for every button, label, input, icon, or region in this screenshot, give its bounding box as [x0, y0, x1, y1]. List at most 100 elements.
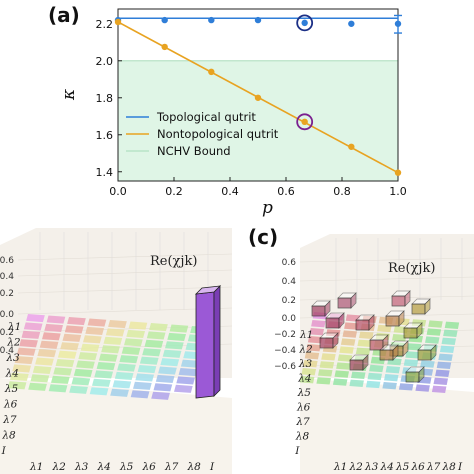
legend-label-nchv: NCHV Bound: [157, 144, 231, 158]
panel-a: (a) 0.0 0.2 0.4 0.6 0.8 1.0 1.4 1.6 1.8 2.0 2.2 p…: [48, 3, 407, 218]
bar-front: [405, 371, 420, 383]
bar-tile: [85, 326, 105, 336]
bar-tile: [39, 340, 59, 349]
col-labels: λ1 λ2 λ3 λ4 λ5 λ6 λ7 λ8 I: [29, 461, 215, 473]
col-label: I: [457, 461, 463, 473]
bar-tile: [46, 315, 66, 324]
bar-tile: [311, 320, 326, 328]
legend-label-topological: Topological qutrit: [156, 110, 256, 124]
bar-tile: [382, 382, 397, 390]
row-label: λ7: [295, 416, 310, 428]
bar-tile: [55, 359, 75, 368]
nontopological-point: [254, 94, 262, 101]
bar-tile: [37, 349, 57, 358]
grid-line: [17, 269, 233, 277]
col-label: I: [209, 461, 215, 473]
bar-tile: [365, 380, 381, 389]
bar-tile: [144, 339, 164, 348]
bar-tile: [405, 351, 420, 359]
bar-top: [385, 310, 405, 317]
nchv-bound-region: [118, 60, 398, 182]
bar-tile: [105, 328, 125, 337]
bar-tile: [398, 383, 414, 391]
bar-tile: [94, 370, 114, 379]
col-label: λ1: [29, 461, 43, 473]
x-tick-label: 0.0: [109, 185, 127, 198]
bar-top: [325, 312, 345, 319]
row-label: λ8: [1, 430, 16, 442]
y-tick-label: 1.8: [96, 92, 114, 105]
highlight-ring-topological: [296, 14, 314, 32]
bar-tile: [344, 322, 359, 330]
bar-tile: [444, 321, 460, 329]
z-tick-label: −0.6: [274, 362, 296, 372]
bar-tile: [355, 347, 371, 355]
bar-tile: [318, 369, 333, 377]
x-tick-label: 0.4: [221, 185, 239, 198]
bar-tile: [51, 375, 70, 384]
x-tick-label: 0.8: [333, 185, 351, 198]
row-labels: λ1 λ2 λ3 λ4 λ5 λ6 λ7 λ8 I: [1, 321, 22, 457]
bar-side: [362, 354, 369, 371]
plot-frame: [117, 8, 399, 182]
z-tick-label: 0.6: [0, 256, 14, 266]
z-tick-label: 0.6: [282, 258, 297, 268]
bar-tile: [112, 380, 132, 389]
bar-tile: [87, 318, 107, 327]
legend-label-nontopological: Nontopological qutrit: [157, 127, 279, 141]
z-tick-label: −0.2: [274, 330, 296, 340]
bar-tile: [110, 388, 129, 397]
bar-tile: [435, 369, 450, 377]
col-label: λ2: [52, 461, 67, 473]
col-label: λ8: [442, 461, 457, 473]
bar-side: [350, 292, 357, 309]
panel-c-3d-bar-chart: (c) 0.60.40.20.0−0.2−0.4−0.6 Re(χjk) λ1λ…: [248, 225, 474, 474]
bar-tile: [142, 348, 161, 357]
bar-tile: [32, 365, 52, 375]
bar-tile: [67, 317, 86, 326]
bar-tile: [83, 335, 102, 344]
bar-tile: [340, 338, 356, 346]
bar-tile: [80, 343, 100, 352]
topological-point: [254, 16, 262, 24]
tall-bar-side: [213, 285, 221, 397]
col-label: λ7: [426, 461, 441, 473]
bar-tile: [137, 365, 157, 374]
z-ticks: 0.6 0.4 0.2 0.0 −0.2 −0.4 −0.6: [274, 258, 296, 372]
row-label: λ4: [297, 373, 311, 385]
bar-tile: [167, 332, 187, 342]
bar-tile: [357, 339, 372, 347]
bar-tile: [438, 353, 453, 361]
bar-tile: [428, 320, 443, 328]
back-wall: [0, 228, 232, 378]
z-tick-label: 0.0: [0, 310, 14, 320]
bar-side: [418, 366, 425, 383]
bar-tile: [349, 379, 364, 387]
bar-tile: [76, 360, 95, 369]
error-bar: [394, 14, 402, 34]
bar-tile: [443, 329, 458, 337]
col-label: λ8: [187, 461, 202, 473]
legend: Topological qutrit Nontopological qutrit…: [126, 110, 279, 158]
row-label: λ6: [3, 399, 18, 411]
y-tick-label: 1.4: [96, 166, 114, 179]
grid-line: [17, 286, 233, 294]
bar-tile: [57, 350, 77, 359]
bar-tile: [439, 345, 455, 353]
bar-tile: [403, 359, 419, 367]
highlight-ring-nontopological: [296, 113, 314, 131]
nontopological-series-points: [114, 18, 402, 176]
bar-tile: [92, 378, 111, 387]
col-label: λ6: [411, 461, 426, 473]
bar-tile: [35, 357, 54, 366]
y-axis-label: κ: [59, 89, 79, 101]
z-tick-label: −0.4: [274, 346, 296, 356]
bar-tile: [96, 362, 116, 371]
bar-side: [332, 332, 339, 349]
bar-side: [404, 290, 411, 307]
bar-tile: [12, 364, 32, 373]
row-label: λ4: [5, 368, 19, 380]
bar-side: [402, 340, 409, 357]
col-label: λ5: [119, 461, 134, 473]
